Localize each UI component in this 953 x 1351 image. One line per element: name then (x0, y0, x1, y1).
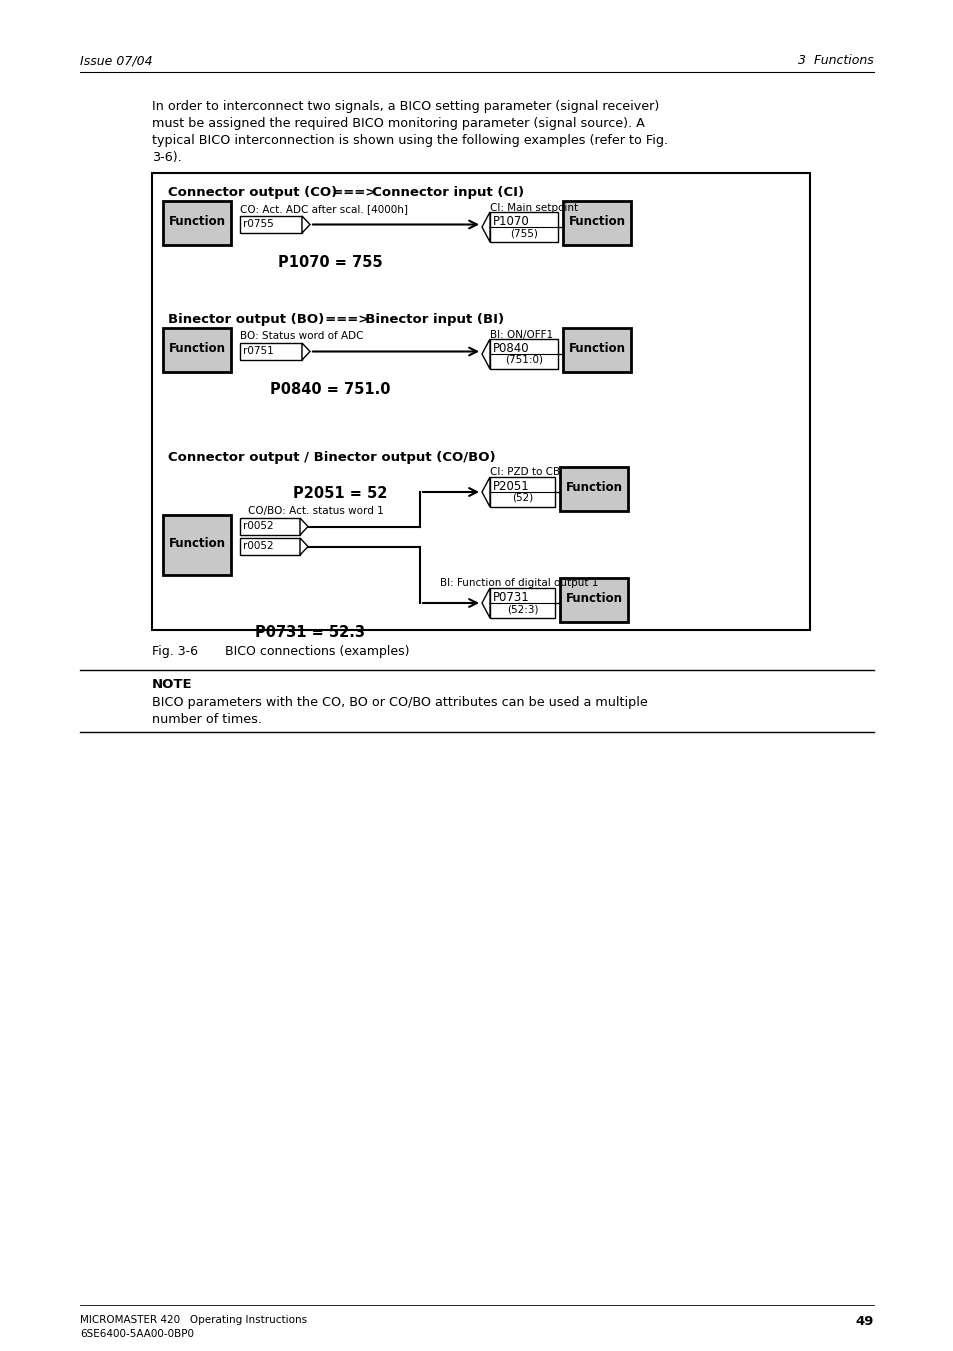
Text: ===>: ===> (323, 186, 376, 199)
Text: P1070 = 755: P1070 = 755 (277, 255, 382, 270)
Text: Connector input (CI): Connector input (CI) (363, 186, 523, 199)
Text: Function: Function (565, 592, 622, 605)
Polygon shape (302, 343, 310, 359)
Bar (490, 477, 555, 507)
Bar (240, 343, 302, 359)
Text: P1070: P1070 (493, 215, 529, 228)
Text: (755): (755) (510, 228, 537, 238)
Text: Function: Function (169, 536, 225, 550)
Text: MICROMASTER 420   Operating Instructions: MICROMASTER 420 Operating Instructions (80, 1315, 307, 1325)
Text: BI: Function of digital output 1: BI: Function of digital output 1 (439, 578, 598, 588)
Text: In order to interconnect two signals, a BICO setting parameter (signal receiver): In order to interconnect two signals, a … (152, 100, 659, 113)
Text: BI: ON/OFF1: BI: ON/OFF1 (490, 330, 553, 340)
Bar (559, 467, 627, 511)
Bar (163, 515, 231, 576)
Bar (490, 588, 555, 617)
Text: Function: Function (568, 342, 625, 355)
Text: CO/BO: Act. status word 1: CO/BO: Act. status word 1 (248, 507, 383, 516)
Bar (490, 339, 558, 369)
Text: r0052: r0052 (243, 521, 274, 531)
Text: Issue 07/04: Issue 07/04 (80, 54, 152, 68)
Text: P0840 = 751.0: P0840 = 751.0 (270, 382, 390, 397)
Text: (52): (52) (512, 493, 533, 503)
Text: CI: PZD to CB: CI: PZD to CB (490, 467, 559, 477)
Bar (240, 538, 299, 555)
Text: 49: 49 (855, 1315, 873, 1328)
Bar (562, 328, 630, 372)
Bar (490, 212, 558, 242)
Text: r0755: r0755 (243, 219, 274, 230)
Text: BICO parameters with the CO, BO or CO/BO attributes can be used a multiple: BICO parameters with the CO, BO or CO/BO… (152, 696, 647, 709)
Text: BO: Status word of ADC: BO: Status word of ADC (240, 331, 363, 340)
Text: CO: Act. ADC after scal. [4000h]: CO: Act. ADC after scal. [4000h] (240, 204, 408, 213)
Text: 6SE6400-5AA00-0BP0: 6SE6400-5AA00-0BP0 (80, 1329, 193, 1339)
Text: r0751: r0751 (243, 346, 274, 357)
Polygon shape (481, 588, 490, 617)
Bar (163, 328, 231, 372)
Bar (240, 517, 299, 535)
Text: Connector output / Binector output (CO/BO): Connector output / Binector output (CO/B… (168, 451, 496, 463)
Bar (240, 216, 302, 232)
Polygon shape (302, 216, 310, 232)
Text: must be assigned the required BICO monitoring parameter (signal source). A: must be assigned the required BICO monit… (152, 118, 644, 130)
Text: 3  Functions: 3 Functions (798, 54, 873, 68)
Text: P2051: P2051 (493, 480, 529, 493)
Text: Binector output (BO): Binector output (BO) (168, 313, 324, 326)
Bar (163, 201, 231, 245)
Text: r0052: r0052 (243, 540, 274, 551)
Text: Function: Function (568, 215, 625, 228)
Polygon shape (299, 517, 308, 535)
Text: 3-6).: 3-6). (152, 151, 182, 163)
Text: Function: Function (565, 481, 622, 494)
Text: P0731 = 52.3: P0731 = 52.3 (254, 626, 365, 640)
Polygon shape (299, 538, 308, 555)
Bar (559, 578, 627, 621)
Text: (751:0): (751:0) (504, 355, 542, 365)
Text: P2051 = 52: P2051 = 52 (293, 486, 387, 501)
Bar (562, 201, 630, 245)
Text: Connector output (CO): Connector output (CO) (168, 186, 337, 199)
Text: ===>: ===> (315, 313, 369, 326)
Polygon shape (481, 339, 490, 369)
Text: (52:3): (52:3) (506, 604, 537, 613)
Text: Fig. 3-6: Fig. 3-6 (152, 644, 198, 658)
Text: number of times.: number of times. (152, 713, 262, 725)
Text: Function: Function (169, 342, 225, 355)
Text: CI: Main setpoint: CI: Main setpoint (490, 203, 578, 213)
Text: Binector input (BI): Binector input (BI) (355, 313, 503, 326)
Text: P0731: P0731 (493, 590, 529, 604)
Text: NOTE: NOTE (152, 678, 193, 690)
Polygon shape (481, 477, 490, 507)
Text: typical BICO interconnection is shown using the following examples (refer to Fig: typical BICO interconnection is shown us… (152, 134, 667, 147)
Text: BICO connections (examples): BICO connections (examples) (225, 644, 409, 658)
Text: Function: Function (169, 215, 225, 228)
Text: P0840: P0840 (493, 342, 529, 355)
Bar (152, 173, 809, 630)
Polygon shape (481, 212, 490, 242)
